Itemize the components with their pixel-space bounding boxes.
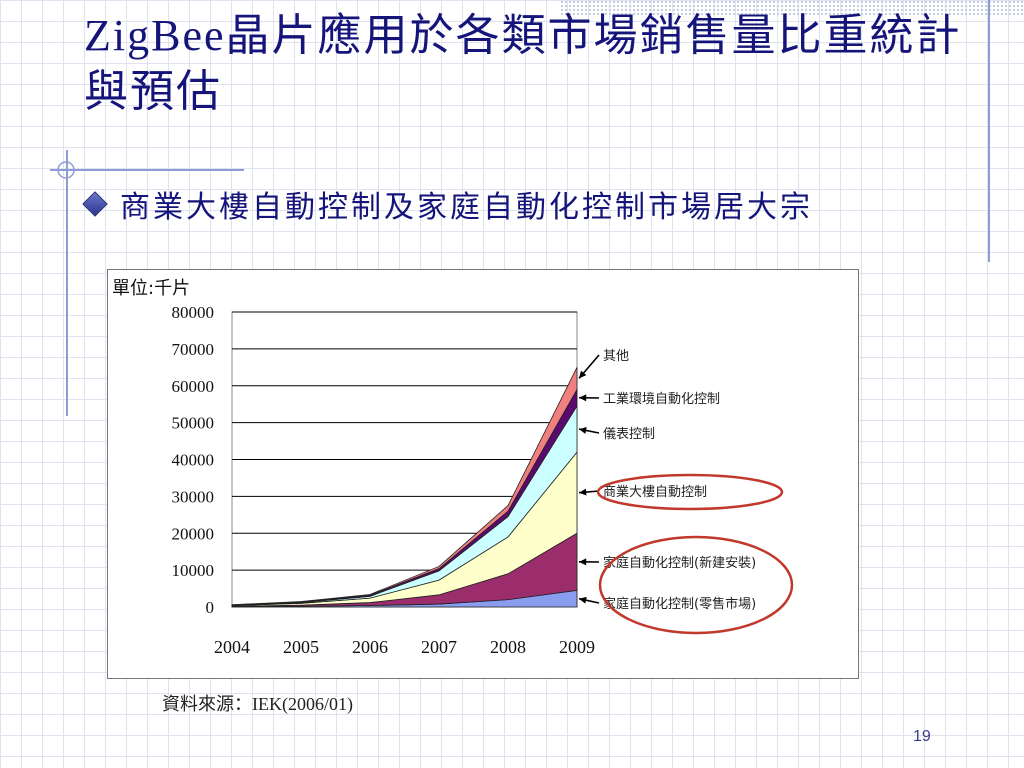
- y-tick-label: 40000: [172, 451, 215, 470]
- x-tick-label: 2007: [421, 637, 457, 657]
- header-dot-strip: [560, 0, 1024, 16]
- x-tick-label: 2005: [283, 637, 319, 657]
- x-tick-label: 2006: [352, 637, 388, 657]
- slide-title: ZigBee晶片應用於各類市場銷售量比重統計與預估: [84, 11, 962, 116]
- decor-vertical-line-right: [988, 0, 990, 262]
- legend-arrow-head: [579, 488, 587, 496]
- legend-arrow-head: [579, 596, 587, 604]
- y-tick-label: 80000: [172, 303, 215, 322]
- y-tick-label: 20000: [172, 524, 215, 543]
- legend-label: 儀表控制: [603, 427, 655, 442]
- y-tick-label: 70000: [172, 340, 215, 359]
- legend-label: 家庭自動化控制(新建安裝): [603, 555, 756, 571]
- x-tick-label: 2004: [214, 637, 250, 657]
- y-tick-label: 50000: [172, 414, 215, 433]
- legend-arrow-head: [579, 370, 587, 379]
- y-tick-label: 0: [206, 598, 215, 617]
- bullet-text: 商業大樓自動控制及家庭自動化控制市場居大宗: [120, 190, 813, 225]
- y-tick-label: 10000: [172, 561, 215, 580]
- y-tick-label: 30000: [172, 487, 215, 506]
- diamond-bullet-icon: [82, 191, 108, 217]
- area-series-5: [231, 367, 578, 606]
- legend-label: 其他: [603, 349, 629, 364]
- highlight-commercial-ellipse: [596, 473, 784, 511]
- legend-arrow-head: [579, 558, 587, 566]
- source-note: 資料來源：IEK(2006/01): [162, 694, 353, 714]
- page-number: 19: [913, 728, 931, 745]
- decor-horizontal-line: [50, 169, 244, 171]
- highlight-home-ellipse: [598, 535, 794, 635]
- stacked-area-chart: 0 10000 20000 30000 40000 50000 60000 70000 8000…: [112, 278, 794, 657]
- chart-container: 0 10000 20000 30000 40000 50000 60000 70000 8000…: [107, 269, 859, 679]
- decor-vertical-line-left: [66, 150, 68, 416]
- bullet-item: 商業大樓自動控制及家庭自動化控制市場居大宗: [82, 182, 813, 226]
- legend-label: 工業環境自動化控制: [603, 391, 720, 407]
- legend-label: 商業大樓自動控制: [603, 484, 707, 500]
- crosshair-icon: [57, 161, 75, 179]
- legend-label: 家庭自動化控制(零售市場): [603, 596, 756, 612]
- legend-arrow-head: [579, 427, 587, 434]
- legend-arrow-head: [579, 394, 587, 402]
- x-tick-label: 2008: [490, 637, 526, 657]
- x-tick-label: 2009: [559, 637, 595, 657]
- y-tick-label: 60000: [172, 377, 215, 396]
- unit-label: 單位:千片: [112, 278, 190, 299]
